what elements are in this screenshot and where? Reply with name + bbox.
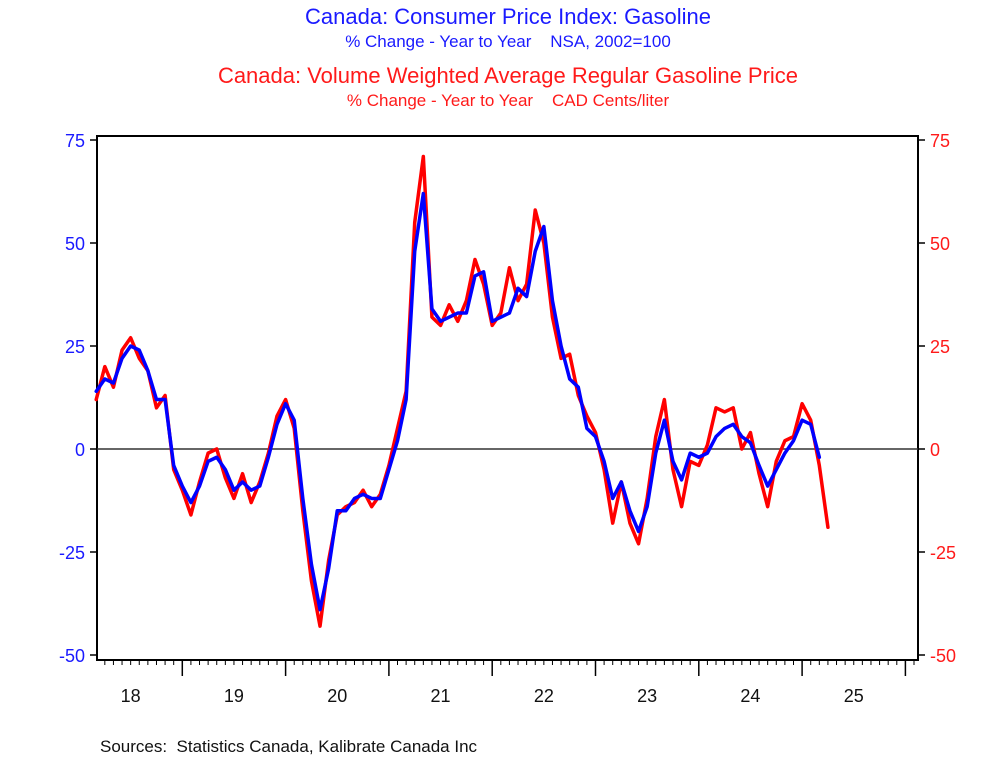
subtitle-price: % Change - Year to Year CAD Cents/liter <box>347 91 670 110</box>
left-y-tick-label: 25 <box>65 337 85 357</box>
left-y-tick-label: -25 <box>59 543 85 563</box>
subtitle-cpi: % Change - Year to Year NSA, 2002=100 <box>345 32 671 51</box>
series-line <box>96 194 819 610</box>
x-tick-label: 21 <box>431 686 451 706</box>
x-tick-label: 18 <box>121 686 141 706</box>
left-y-tick-label: 50 <box>65 234 85 254</box>
left-y-tick-label: 75 <box>65 131 85 151</box>
right-y-tick-label: 50 <box>930 234 950 254</box>
plot-frame <box>97 136 918 660</box>
right-y-tick-label: 25 <box>930 337 950 357</box>
x-tick-label: 24 <box>740 686 760 706</box>
x-tick-label: 20 <box>327 686 347 706</box>
x-tick-label: 23 <box>637 686 657 706</box>
title-price: Canada: Volume Weighted Average Regular … <box>218 63 798 88</box>
series-gasoline-price <box>96 156 828 626</box>
source-note: Sources: Statistics Canada, Kalibrate Ca… <box>100 737 478 756</box>
series-line <box>96 156 828 626</box>
title-cpi: Canada: Consumer Price Index: Gasoline <box>305 4 711 29</box>
right-y-tick-label: 75 <box>930 131 950 151</box>
right-y-tick-label: -50 <box>930 646 956 666</box>
right-y-tick-label: 0 <box>930 440 940 460</box>
right-y-tick-label: -25 <box>930 543 956 563</box>
x-tick-label: 22 <box>534 686 554 706</box>
x-tick-label: 25 <box>844 686 864 706</box>
x-tick-label: 19 <box>224 686 244 706</box>
left-y-tick-label: 0 <box>75 440 85 460</box>
series-cpi-gasoline <box>96 193 819 609</box>
left-y-tick-label: -50 <box>59 646 85 666</box>
